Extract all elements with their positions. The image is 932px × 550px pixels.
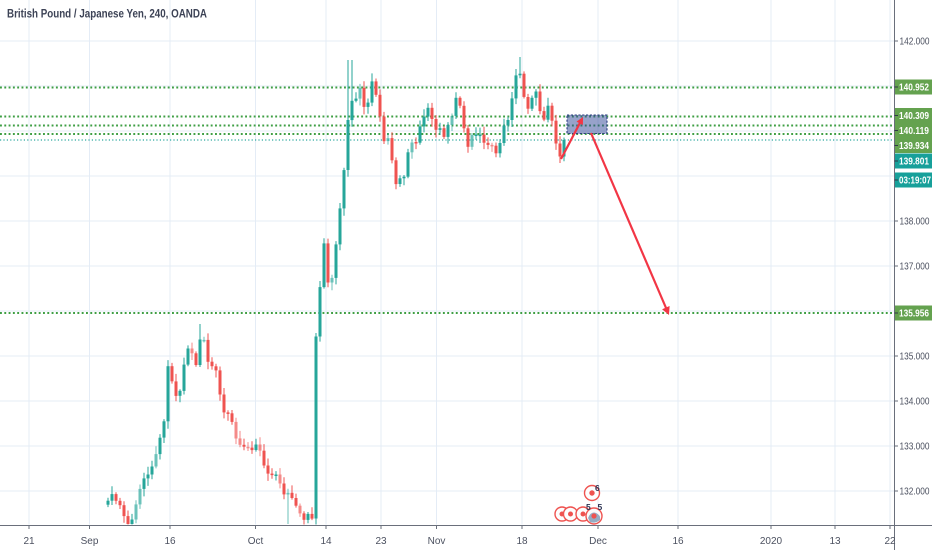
svg-text:13: 13 <box>829 536 841 547</box>
svg-text:Oct: Oct <box>248 536 264 547</box>
svg-text:16: 16 <box>164 536 176 547</box>
svg-text:135.000: 135.000 <box>900 352 930 363</box>
svg-text:2020: 2020 <box>760 536 783 547</box>
svg-text:5: 5 <box>598 502 603 512</box>
svg-text:140.119: 140.119 <box>899 126 929 137</box>
svg-text:140.952: 140.952 <box>899 83 929 94</box>
svg-text:134.000: 134.000 <box>900 397 930 408</box>
svg-text:14: 14 <box>320 536 332 547</box>
svg-text:139.801: 139.801 <box>899 157 929 168</box>
svg-text:137.000: 137.000 <box>900 262 930 273</box>
svg-text:Nov: Nov <box>428 536 446 547</box>
svg-text:03:19:07: 03:19:07 <box>899 176 931 187</box>
svg-text:British Pound / Japanese Yen,: British Pound / Japanese Yen, 240, OANDA <box>7 7 207 21</box>
svg-text:142.000: 142.000 <box>900 37 930 48</box>
svg-text:18: 18 <box>516 536 528 547</box>
svg-text:135.956: 135.956 <box>899 309 929 320</box>
svg-text:132.000: 132.000 <box>900 487 930 498</box>
svg-text:139.934: 139.934 <box>899 141 929 152</box>
svg-text:22: 22 <box>884 536 896 547</box>
svg-text:Dec: Dec <box>589 536 607 547</box>
svg-text:138.000: 138.000 <box>900 217 930 228</box>
svg-text:Sep: Sep <box>81 536 99 547</box>
svg-text:140.309: 140.309 <box>899 111 929 122</box>
svg-text:5: 5 <box>586 502 591 512</box>
svg-text:16: 16 <box>672 536 684 547</box>
svg-text:23: 23 <box>375 536 387 547</box>
svg-text:133.000: 133.000 <box>900 442 930 453</box>
svg-text:21: 21 <box>23 536 35 547</box>
svg-text:6: 6 <box>595 483 600 493</box>
